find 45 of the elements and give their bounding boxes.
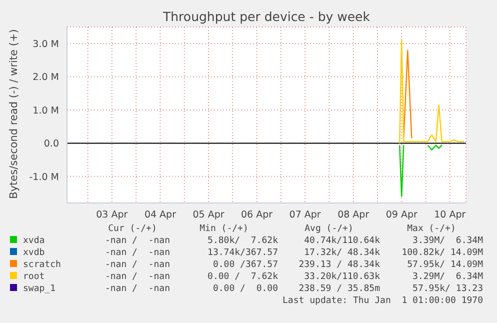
text: 238.59 / 35.85m: [298, 283, 380, 295]
text: 57.95k/ 14.09M: [406, 259, 483, 271]
text: 5.80k/ 7.62k: [206, 235, 278, 247]
x-tick-label: 09 Apr: [386, 210, 418, 221]
x-tick-label: 05 Apr: [192, 210, 224, 221]
text: -nan / -nan: [104, 247, 170, 259]
text: -nan / -nan: [104, 271, 170, 283]
x-tick-label: 06 Apr: [241, 210, 273, 221]
y-tick-label: 3.0 M: [32, 38, 59, 50]
text: 0.00 / 7.62k: [206, 271, 278, 283]
text: -nan / -nan: [104, 259, 170, 271]
chart-title: Throughput per device - by week: [162, 9, 371, 24]
text: -nan / -nan: [104, 235, 170, 247]
legend-label: xvdb: [22, 247, 46, 259]
text: 57.95k/ 13.23: [412, 283, 483, 295]
text: Cur (-/+): [107, 223, 158, 235]
legend-label: root: [22, 271, 46, 283]
y-tick-label: -1.0 M: [29, 172, 59, 183]
y-tick-label: 0.0: [44, 138, 59, 150]
text: Min (-/+): [198, 223, 250, 235]
legend-label: xvda: [22, 235, 46, 247]
x-tick-label: 08 Apr: [338, 210, 370, 221]
legend-label: scratch: [22, 259, 62, 271]
text: 0.00 /367.57: [212, 259, 278, 271]
text: Last update: Thu Jan 1 01:00:00 1970: [282, 295, 483, 307]
legend-label: swap_1: [22, 283, 57, 295]
x-tick-label: 07 Apr: [289, 210, 321, 221]
text: Avg (-/+): [304, 223, 354, 235]
text: 33.20k/110.63k: [303, 271, 380, 283]
text: 3.39M/ 6.34M: [412, 235, 483, 247]
text: 0.00 / 0.00: [212, 283, 278, 295]
text: 239.13 / 48.34k: [298, 259, 380, 271]
y-tick-label: 1.0 M: [32, 105, 59, 116]
text: 17.32k/ 48.34k: [303, 247, 380, 259]
text: 100.82k/ 14.09M: [400, 247, 483, 259]
y-tick-label: 2.0 M: [32, 72, 59, 84]
y-axis-title: Bytes/second read (-) / write (+): [8, 28, 20, 201]
text: -nan / -nan: [104, 283, 170, 295]
text: 13.74k/367.57: [206, 247, 278, 259]
x-tick-label: 10 Apr: [434, 210, 466, 221]
x-tick-label: 04 Apr: [144, 210, 176, 221]
text: Max (-/+): [406, 223, 457, 235]
text: 40.74k/110.64k: [303, 235, 380, 247]
x-tick-label: 03 Apr: [96, 210, 128, 221]
text: 3.29M/ 6.34M: [412, 271, 483, 283]
